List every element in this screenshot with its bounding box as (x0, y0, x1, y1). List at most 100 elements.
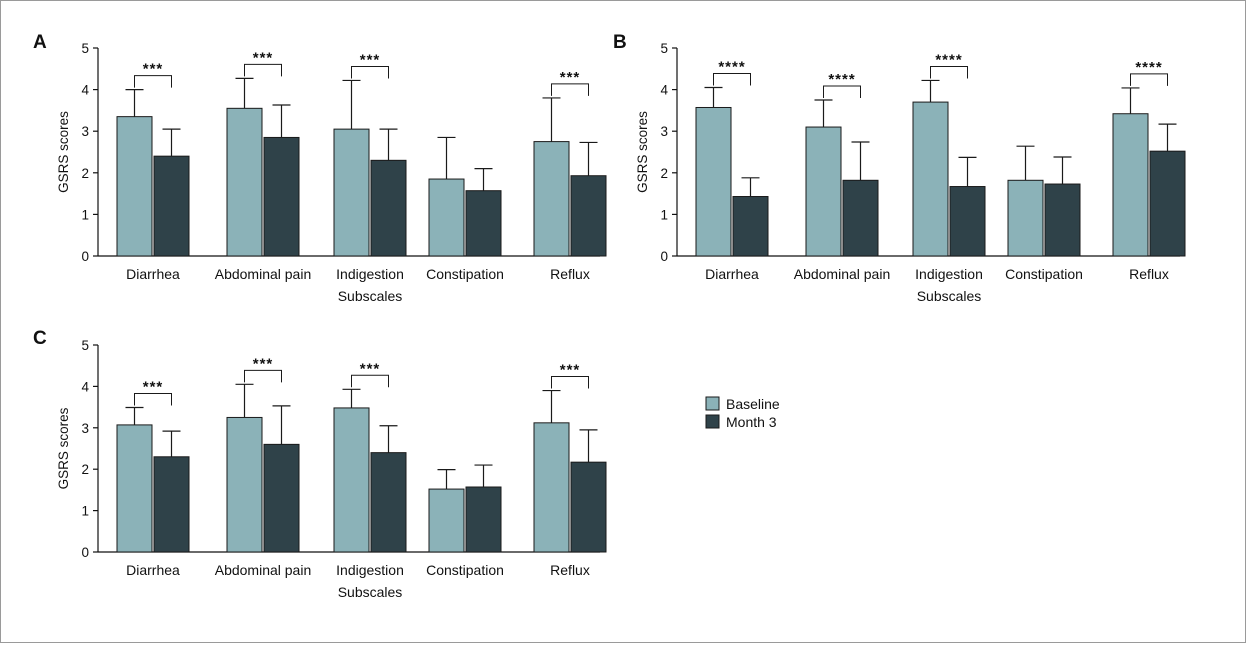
bar-month3-1 (263, 136, 300, 257)
bar-baseline-3 (428, 178, 465, 257)
significance-bracket (551, 376, 589, 389)
significance-bracket (713, 73, 751, 86)
category-label: Reflux (550, 266, 590, 282)
y-tick-label: 5 (81, 41, 89, 56)
bar-month3-4 (570, 461, 607, 553)
significance-bracket (244, 369, 282, 383)
legend-swatch-1 (705, 414, 720, 429)
y-axis-title: GSRS scores (56, 407, 71, 489)
bar-month3-1 (263, 443, 300, 553)
x-axis-title: Subscales (338, 288, 403, 304)
bar-month3-2 (949, 186, 986, 257)
panel-label: A (33, 32, 47, 53)
y-tick-label: 0 (81, 545, 89, 560)
category-label: Abdominal pain (794, 266, 891, 282)
bar-month3-0 (153, 456, 190, 553)
legend-swatch-0 (705, 396, 720, 411)
category-label: Indigestion (336, 266, 404, 282)
y-tick-label: 0 (81, 249, 89, 264)
significance-bracket (351, 374, 389, 388)
significance-label: **** (935, 51, 962, 68)
y-tick-label: 3 (660, 124, 668, 139)
bar-month3-2 (370, 452, 407, 553)
x-axis-title: Subscales (917, 288, 982, 304)
category-label: Indigestion (915, 266, 983, 282)
legend-label-0: Baseline (726, 396, 780, 412)
y-tick-label: 2 (81, 166, 89, 181)
bar-baseline-1 (805, 126, 842, 257)
bar-baseline-3 (1007, 179, 1044, 257)
panel-label: C (33, 328, 47, 349)
panel-c: C 0 1 2 3 4 5 GSRS scores *** Diarrhea *** Abdomina… (33, 328, 607, 600)
panel-a: A 0 1 2 3 4 5 GSRS scores *** Diarrhea *** Abdomina… (33, 32, 607, 304)
significance-label: *** (560, 362, 581, 379)
significance-label: **** (828, 71, 855, 88)
y-tick-label: 1 (81, 207, 89, 222)
x-axis-title: Subscales (338, 584, 403, 600)
y-tick-label: 5 (660, 41, 668, 56)
y-tick-label: 4 (81, 379, 89, 394)
y-tick-label: 2 (81, 462, 89, 477)
y-tick-label: 4 (660, 83, 668, 98)
bar-baseline-4 (533, 422, 570, 553)
bar-month3-1 (842, 179, 879, 257)
y-axis-title: GSRS scores (56, 111, 71, 193)
bar-month3-2 (370, 159, 407, 257)
category-label: Abdominal pain (215, 266, 312, 282)
category-label: Constipation (426, 562, 504, 578)
legend-label-1: Month 3 (726, 414, 777, 430)
significance-label: **** (1135, 59, 1162, 76)
panel-b: B 0 1 2 3 4 5 GSRS scores **** Diarrhea **** Abdomi… (613, 32, 1186, 304)
significance-label: *** (143, 61, 164, 78)
significance-label: **** (718, 59, 745, 76)
bar-month3-3 (1044, 183, 1081, 257)
y-tick-label: 4 (81, 83, 89, 98)
bar-baseline-4 (1112, 113, 1149, 257)
significance-label: *** (360, 51, 381, 68)
significance-bracket (930, 65, 968, 79)
bar-baseline-4 (533, 141, 570, 257)
category-label: Reflux (550, 562, 590, 578)
y-tick-label: 1 (81, 504, 89, 519)
y-tick-label: 3 (81, 124, 89, 139)
bar-baseline-2 (912, 101, 949, 257)
bar-month3-3 (465, 486, 502, 553)
bar-baseline-2 (333, 128, 370, 257)
significance-bracket (551, 83, 589, 96)
significance-bracket (823, 85, 861, 98)
bar-baseline-0 (116, 116, 153, 257)
bar-month3-0 (732, 196, 769, 257)
bar-month3-3 (465, 190, 502, 257)
legend: Baseline Month 3 (705, 396, 780, 430)
significance-bracket (134, 393, 172, 406)
y-axis-title: GSRS scores (635, 111, 650, 193)
y-tick-label: 2 (660, 166, 668, 181)
category-label: Constipation (426, 266, 504, 282)
category-label: Constipation (1005, 266, 1083, 282)
category-label: Diarrhea (126, 266, 180, 282)
bar-baseline-2 (333, 407, 370, 553)
bar-month3-4 (1149, 150, 1186, 257)
y-tick-label: 5 (81, 338, 89, 353)
bar-baseline-1 (226, 416, 263, 553)
bar-baseline-0 (116, 424, 153, 553)
bar-month3-0 (153, 155, 190, 257)
significance-bracket (351, 65, 389, 79)
bar-baseline-3 (428, 488, 465, 553)
y-tick-label: 1 (660, 207, 668, 222)
significance-label: *** (360, 360, 381, 377)
significance-bracket (244, 63, 282, 77)
bar-month3-4 (570, 175, 607, 257)
significance-label: *** (143, 379, 164, 396)
significance-label: *** (253, 49, 274, 66)
significance-label: *** (253, 355, 274, 372)
category-label: Diarrhea (126, 562, 180, 578)
category-label: Reflux (1129, 266, 1169, 282)
category-label: Diarrhea (705, 266, 759, 282)
y-tick-label: 0 (660, 249, 668, 264)
significance-label: *** (560, 69, 581, 86)
y-tick-label: 3 (81, 421, 89, 436)
